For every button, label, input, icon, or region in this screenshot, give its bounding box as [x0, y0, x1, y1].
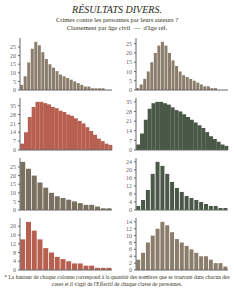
svg-text:0: 0	[129, 87, 132, 92]
svg-text:0: 0	[13, 267, 16, 272]
svg-text:8: 8	[129, 191, 132, 197]
svg-text:4: 4	[13, 258, 16, 264]
svg-text:7: 7	[129, 138, 132, 144]
svg-text:20: 20	[10, 53, 16, 59]
svg-text:14: 14	[10, 129, 16, 135]
svg-text:6: 6	[129, 246, 132, 252]
svg-text:8: 8	[129, 240, 132, 246]
svg-text:14: 14	[126, 219, 132, 225]
svg-text:2: 2	[129, 260, 132, 266]
svg-text:15: 15	[10, 181, 16, 187]
svg-text:12: 12	[10, 241, 16, 247]
svg-text:25: 25	[126, 41, 132, 47]
html-text:Crimes contre les personnes pa: Crimes contre les personnes par leurs au…	[55, 16, 179, 31]
svg-text:15: 15	[10, 61, 16, 67]
svg-text:35: 35	[10, 103, 16, 109]
svg-text:21: 21	[10, 121, 16, 127]
svg-text:0: 0	[13, 147, 16, 152]
svg-text:24: 24	[126, 159, 132, 165]
svg-text:0: 0	[129, 267, 132, 272]
svg-text:28: 28	[126, 109, 132, 115]
svg-text:21: 21	[126, 118, 132, 124]
svg-text:20: 20	[10, 223, 16, 229]
svg-text:20: 20	[10, 173, 16, 179]
svg-text:0: 0	[13, 207, 16, 212]
svg-text:10: 10	[10, 70, 16, 76]
svg-text:5: 5	[13, 79, 16, 85]
svg-text:25: 25	[10, 44, 16, 50]
svg-text:0: 0	[129, 207, 132, 212]
svg-text:4: 4	[129, 199, 132, 205]
svg-text:20: 20	[126, 167, 132, 173]
svg-text:0: 0	[129, 147, 132, 152]
svg-text:5: 5	[13, 199, 16, 205]
svg-text:5: 5	[129, 78, 132, 84]
html-text:RÉSULTATS DIVERS.: RÉSULTATS DIVERS.	[72, 4, 162, 15]
svg-text:10: 10	[126, 69, 132, 75]
svg-text:10: 10	[10, 190, 16, 196]
svg-text:15: 15	[126, 59, 132, 65]
svg-text:35: 35	[126, 99, 132, 105]
svg-text:12: 12	[126, 226, 132, 232]
html-text:* La hauteur de chaque colonne: * La hauteur de chaque colonne correspon…	[4, 274, 231, 287]
svg-text:7: 7	[13, 138, 16, 144]
svg-text:20: 20	[126, 50, 132, 56]
svg-text:25: 25	[10, 164, 16, 170]
svg-text:10: 10	[126, 233, 132, 239]
svg-text:16: 16	[10, 232, 16, 238]
svg-text:12: 12	[126, 183, 132, 189]
svg-text:16: 16	[126, 175, 132, 181]
svg-text:14: 14	[126, 128, 132, 134]
svg-text:8: 8	[13, 250, 16, 256]
svg-text:28: 28	[10, 112, 16, 118]
svg-text:0: 0	[13, 87, 16, 92]
svg-text:4: 4	[129, 253, 132, 259]
